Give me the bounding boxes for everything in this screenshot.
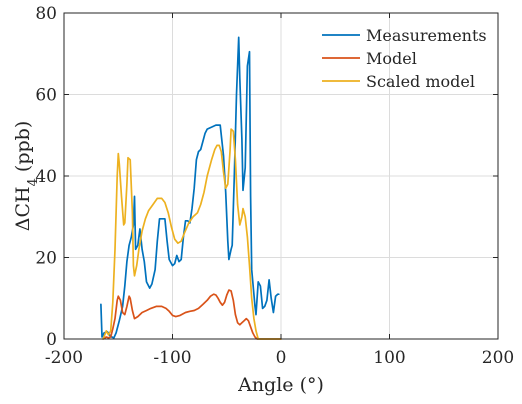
x-axis-title: Angle (°)	[237, 374, 324, 396]
series-layer	[100, 36, 282, 340]
series-line-scaled-model	[102, 128, 282, 340]
y-tick-label: 0	[46, 330, 57, 350]
legend-label-model: Model	[366, 49, 417, 68]
legend: Measurements Model Scaled model	[322, 26, 487, 91]
tick-labels: -200 -100 0 100 200 0 20 40 60 80	[35, 4, 514, 368]
x-tick-label: 0	[276, 348, 287, 368]
ticks	[63, 12, 499, 340]
legend-label-measurements: Measurements	[366, 26, 487, 45]
legend-label-scaled-model: Scaled model	[366, 72, 475, 91]
y-axis-title-subscript: 4	[26, 178, 41, 186]
x-tick-label: -200	[45, 348, 83, 368]
y-tick-label: 40	[35, 167, 57, 187]
y-axis-title: ΔCH4 (ppb)	[12, 121, 41, 231]
y-tick-label: 20	[35, 249, 57, 269]
y-axis-title-unit: (ppb)	[12, 121, 34, 178]
series-line-measurements	[100, 36, 280, 339]
y-tick-label: 60	[35, 86, 57, 106]
x-tick-label: -100	[153, 348, 191, 368]
y-axis-title-base: ΔCH	[12, 186, 34, 231]
y-tick-label: 80	[35, 4, 57, 24]
x-tick-label: 100	[373, 348, 405, 368]
series-line-model	[102, 289, 282, 340]
x-tick-label: 200	[482, 348, 514, 368]
